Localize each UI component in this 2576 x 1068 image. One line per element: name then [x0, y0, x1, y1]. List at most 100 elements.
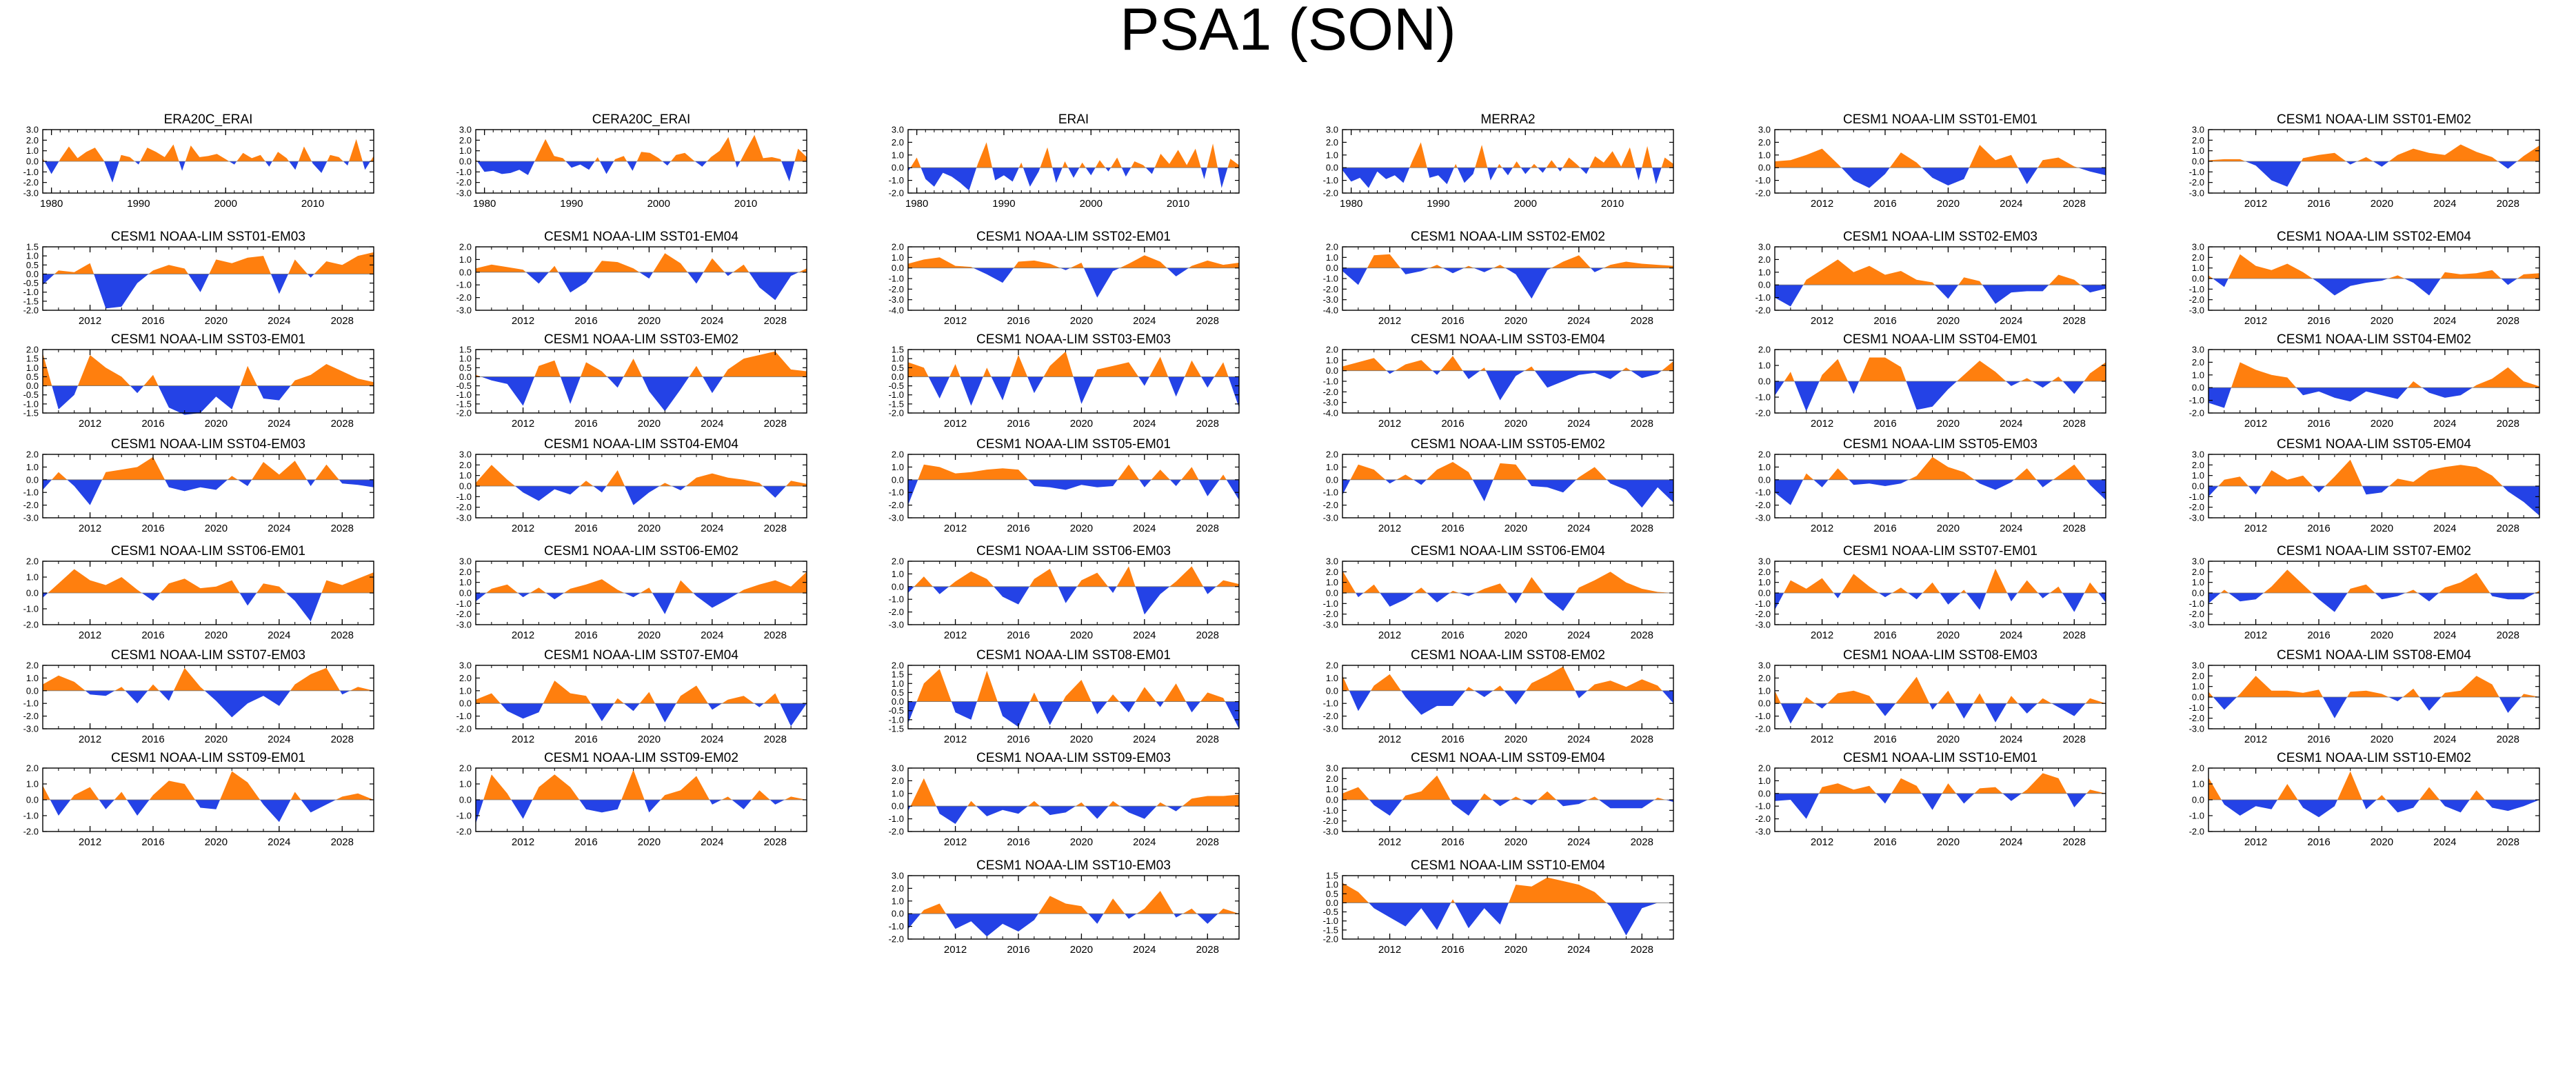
panel-title: CESM1 NOAA-LIM SST02-EM02 — [1411, 230, 1605, 244]
positive-area — [1497, 163, 1502, 168]
positive-area — [606, 470, 625, 486]
y-tick-label: 2.0 — [1758, 763, 1771, 774]
negative-area — [165, 479, 228, 492]
x-tick-label: 2028 — [331, 418, 354, 430]
x-tick-label: 2024 — [1567, 944, 1590, 956]
positive-area — [786, 481, 807, 486]
positive-area — [1475, 145, 1488, 168]
positive-area — [2231, 362, 2297, 388]
positive-area — [794, 148, 807, 161]
y-tick-label: 0.0 — [26, 269, 39, 279]
x-tick-label: 2020 — [1070, 944, 1093, 956]
x-tick-label: 2020 — [2371, 198, 2393, 210]
positive-area — [530, 587, 546, 593]
positive-area — [1207, 143, 1218, 168]
x-tick-label: 2024 — [1133, 523, 1156, 534]
y-tick-label: 3.0 — [459, 661, 472, 671]
positive-area — [1367, 254, 1401, 268]
panel-title: CESM1 NOAA-LIM SST03-EM04 — [1411, 332, 1605, 347]
positive-area — [1079, 162, 1086, 168]
positive-area — [659, 483, 672, 486]
negative-area — [134, 161, 141, 165]
y-tick-label: 0.5 — [26, 260, 39, 270]
y-tick-label: 2.0 — [1758, 450, 1771, 460]
negative-area — [642, 376, 690, 412]
x-tick-label: 2028 — [2063, 734, 2086, 745]
positive-area — [2325, 459, 2362, 486]
y-tick-label: 1.0 — [459, 779, 472, 789]
positive-area — [621, 769, 645, 800]
y-tick-label: -2.0 — [2189, 294, 2204, 305]
panel-title: CESM1 NOAA-LIM SST03-EM01 — [111, 332, 305, 347]
negative-area — [936, 806, 968, 824]
y-tick-label: 2.0 — [2192, 567, 2204, 577]
positive-area — [1136, 891, 1174, 914]
panel: 3.02.01.00.0-1.0-2.0-3.0 2012 2016 2020 2024… — [2189, 230, 2540, 327]
positive-area — [2419, 787, 2440, 800]
negative-area — [2086, 479, 2106, 501]
negative-area — [710, 800, 722, 805]
positive-area — [534, 360, 561, 377]
panel-title: CESM1 NOAA-LIM SST06-EM01 — [111, 544, 305, 558]
x-tick-label: 2028 — [331, 836, 354, 848]
negative-area — [1459, 593, 1476, 596]
y-tick-label: -2.0 — [2189, 502, 2204, 512]
positive-area — [1493, 265, 1506, 268]
x-tick-label: 2028 — [764, 734, 787, 745]
positive-area — [148, 684, 159, 691]
x-tick-label: 2012 — [2244, 836, 2267, 848]
y-tick-label: -1.5 — [456, 399, 472, 409]
panel: 2.0 1.0 0.0 -1.0 -2.0 -3.0 2012 2016 2020 2024 202… — [1755, 751, 2106, 848]
positive-area — [1342, 675, 1349, 691]
y-tick-label: 1.0 — [1758, 361, 1771, 371]
positive-area — [2020, 378, 2033, 381]
positive-area — [1038, 896, 1089, 914]
x-tick-label: 2028 — [1196, 734, 1219, 745]
y-tick-label: 1.0 — [2192, 370, 2204, 380]
positive-area — [1480, 367, 1486, 371]
positive-area — [1371, 674, 1402, 691]
panel-title: CESM1 NOAA-LIM SST07-EM03 — [111, 648, 305, 663]
negative-area — [158, 385, 241, 415]
x-tick-label: 2028 — [1196, 315, 1219, 327]
y-tick-label: -1.0 — [456, 280, 472, 290]
y-tick-label: -3.0 — [23, 188, 39, 199]
negative-area — [1472, 479, 1493, 502]
x-tick-label: 2028 — [1196, 836, 1219, 848]
x-tick-label: 2024 — [701, 315, 723, 327]
negative-area — [600, 161, 614, 174]
positive-area — [149, 780, 195, 800]
x-tick-label: 2020 — [1070, 418, 1093, 430]
positive-area — [2521, 694, 2539, 697]
positive-area — [228, 476, 238, 480]
x-tick-label: 2020 — [638, 523, 661, 534]
y-tick-label: 2.0 — [459, 242, 472, 252]
negative-area — [67, 479, 103, 505]
negative-area — [976, 806, 1028, 816]
y-tick-label: -1.0 — [456, 167, 472, 177]
y-tick-label: -3.0 — [889, 620, 904, 630]
y-tick-label: 1.0 — [26, 251, 39, 261]
panel: 3.0 2.0 1.0 0.0 -1.0 -2.0 2012 2016 2020 2024 2028… — [1755, 648, 2106, 745]
negative-area — [2502, 486, 2539, 516]
negative-area — [1413, 479, 1427, 485]
y-tick-label: -1.0 — [23, 604, 39, 614]
plot-frame — [2208, 349, 2540, 414]
positive-area — [140, 144, 179, 161]
negative-area — [43, 593, 48, 598]
positive-area — [2237, 676, 2323, 697]
positive-area — [1216, 580, 1239, 587]
positive-area — [1413, 587, 1427, 593]
negative-area — [339, 479, 374, 487]
positive-area — [614, 156, 627, 161]
plot-frame — [475, 665, 807, 729]
negative-area — [1108, 586, 1117, 593]
negative-area — [593, 486, 607, 493]
y-tick-label: -1.0 — [2189, 395, 2204, 405]
plot-frame — [907, 875, 1240, 940]
x-tick-label: 2024 — [1567, 836, 1590, 848]
x-tick-label: 2020 — [205, 418, 228, 430]
y-tick-label: 1.0 — [1326, 880, 1338, 890]
y-tick-label: 0.5 — [26, 372, 39, 382]
positive-area — [1103, 898, 1125, 914]
